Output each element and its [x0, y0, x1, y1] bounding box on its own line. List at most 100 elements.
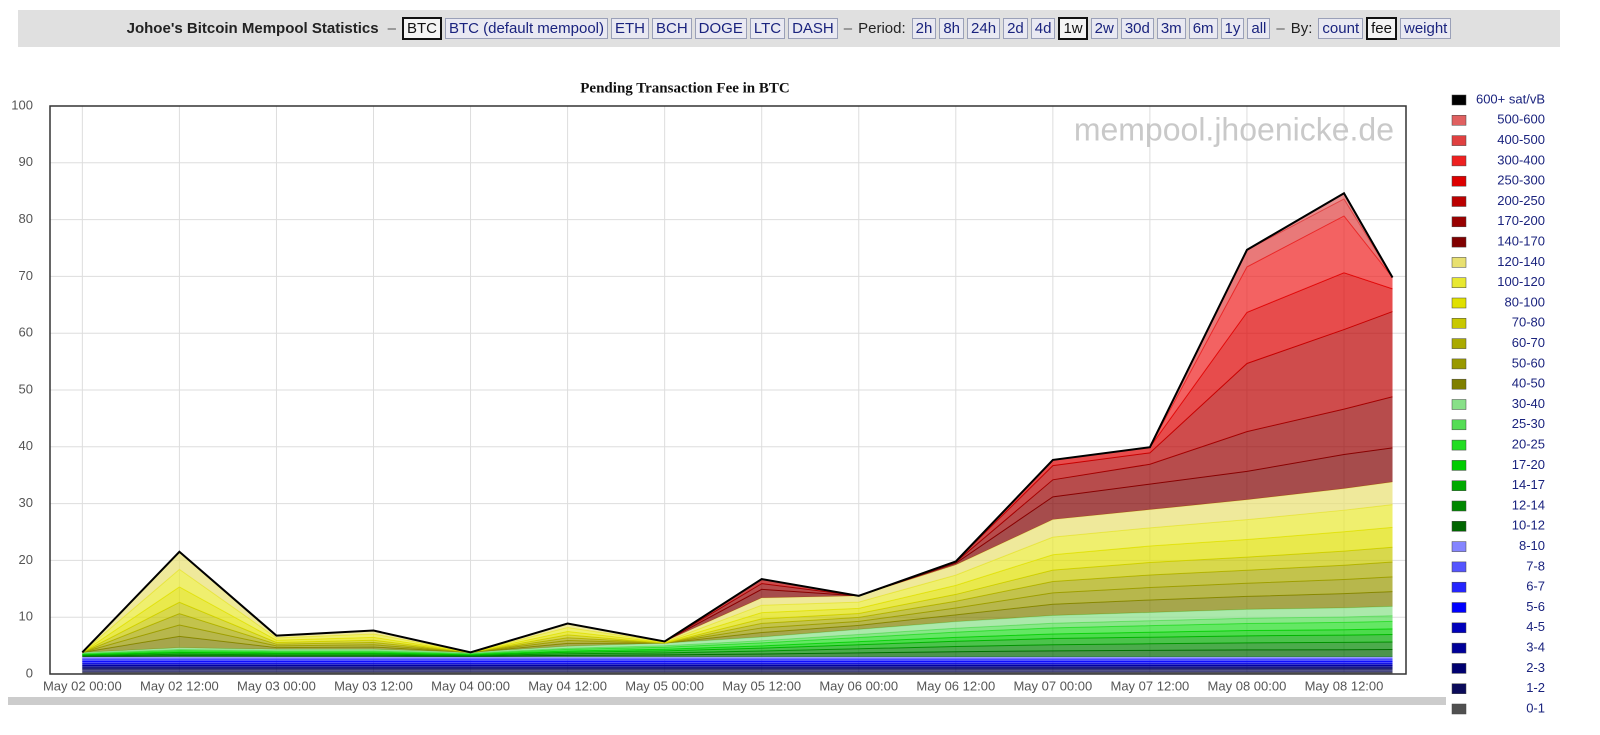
area [82, 615, 1393, 654]
separator: – [387, 20, 396, 37]
x-tick-label: May 06 12:00 [916, 678, 995, 693]
legend-label: 400-500 [1497, 132, 1545, 147]
periods-button[interactable]: 6m [1188, 18, 1218, 39]
legend-swatch [1451, 500, 1467, 512]
area [82, 562, 1393, 653]
area [82, 547, 1393, 653]
legend-swatch [1451, 622, 1467, 634]
legend-swatch [1451, 196, 1467, 207]
watermark: mempool.jhoenicke.de [1074, 111, 1394, 147]
legend-label: 3-4 [1526, 640, 1545, 655]
y-tick-label: 20 [19, 552, 33, 567]
legend-label: 40-50 [1512, 376, 1545, 391]
y-tick-label: 70 [19, 268, 33, 283]
periods-button[interactable]: 24h [967, 18, 1001, 39]
legend-label: 50-60 [1512, 355, 1545, 370]
legend-label: 14-17 [1512, 477, 1545, 492]
coins-button[interactable]: BTC (default mempool) [444, 18, 608, 39]
period-label: Period: [858, 20, 906, 37]
legend-swatch [1451, 642, 1467, 654]
legend-swatch [1451, 358, 1467, 370]
x-tick-label: May 04 00:00 [431, 678, 510, 693]
legend-label: 25-30 [1512, 416, 1545, 431]
legend-swatch [1451, 541, 1467, 552]
coins-button[interactable]: BTC [401, 17, 442, 40]
by-button[interactable]: weight [1399, 18, 1452, 39]
x-tick-label: May 02 00:00 [43, 678, 122, 693]
legend-label: 80-100 [1505, 294, 1545, 309]
periods-button[interactable]: 3m [1156, 18, 1186, 39]
periods-button[interactable]: 2d [1003, 18, 1028, 39]
y-tick-label: 80 [19, 211, 33, 226]
area [82, 481, 1393, 653]
periods-button[interactable]: 1w [1058, 17, 1088, 40]
legend-label: 120-140 [1497, 254, 1545, 269]
periods-button[interactable]: 4d [1030, 18, 1056, 39]
area [82, 504, 1393, 653]
area [82, 527, 1393, 653]
legend-label: 200-250 [1497, 193, 1545, 208]
legend-label: 140-170 [1497, 234, 1545, 249]
legend-swatch [1451, 581, 1467, 593]
legend-swatch [1451, 460, 1467, 471]
coins-button[interactable]: BCH [652, 18, 692, 39]
x-tick-label: May 05 12:00 [722, 678, 801, 693]
x-tick-label: May 05 00:00 [625, 678, 704, 693]
y-tick-label: 30 [19, 495, 33, 510]
area [82, 606, 1393, 654]
periods-button[interactable]: 30d [1120, 18, 1154, 39]
legend-label: 7-8 [1526, 558, 1545, 573]
legend-label: 12-14 [1512, 497, 1545, 512]
coins-button[interactable]: LTC [749, 18, 786, 39]
area [82, 576, 1393, 653]
legend-swatch [1451, 318, 1467, 329]
legend-label: 1-2 [1526, 680, 1545, 695]
area [82, 396, 1393, 653]
periods-button[interactable]: 1y [1220, 18, 1245, 39]
legend-swatch [1451, 135, 1467, 146]
legend-swatch [1451, 399, 1467, 410]
periods-button[interactable]: 2w [1090, 18, 1118, 39]
by-button[interactable]: fee [1366, 17, 1397, 40]
legend-swatch [1451, 155, 1467, 167]
legend-swatch [1451, 703, 1467, 715]
legend-label: 17-20 [1512, 457, 1545, 472]
coins-button[interactable]: DASH [788, 18, 838, 39]
area-edge [81, 191, 1394, 654]
legend-swatch [1451, 521, 1467, 532]
legend-swatch [1451, 175, 1467, 187]
area [82, 668, 1393, 673]
y-tick-label: 100 [11, 97, 33, 112]
area [82, 198, 1393, 653]
periods-button[interactable]: all [1247, 18, 1271, 39]
legend-label: 0-1 [1526, 700, 1545, 715]
legend-label: 250-300 [1497, 173, 1545, 188]
by-label: By: [1290, 20, 1313, 37]
legend-swatch [1451, 338, 1467, 349]
legend-label: 10-12 [1512, 518, 1545, 533]
plot-frame [49, 105, 1407, 675]
area [82, 272, 1393, 653]
periods-button[interactable]: 2h [911, 18, 937, 39]
x-tick-label: May 07 00:00 [1013, 678, 1092, 693]
x-tick-label: May 07 12:00 [1111, 678, 1190, 693]
periods-button[interactable]: 8h [939, 18, 965, 39]
legend-label: 6-7 [1526, 579, 1545, 594]
y-tick-label: 10 [19, 609, 33, 624]
legend-label: 2-3 [1526, 660, 1545, 675]
legend-label: 60-70 [1512, 335, 1545, 350]
legend-swatch [1451, 297, 1467, 309]
legend-swatch [1451, 439, 1467, 451]
y-tick-label: 50 [19, 381, 33, 396]
area [82, 591, 1393, 653]
coins-button[interactable]: DOGE [694, 18, 747, 39]
x-tick-label: May 04 12:00 [528, 678, 607, 693]
by-button[interactable]: count [1318, 18, 1364, 39]
scrollbar [8, 697, 1446, 705]
y-tick-label: 40 [19, 438, 33, 453]
legend-label: 20-25 [1512, 437, 1545, 452]
legend-swatch [1451, 419, 1467, 431]
coins-button[interactable]: ETH [611, 18, 649, 39]
x-tick-label: May 08 00:00 [1208, 678, 1287, 693]
x-tick-label: May 03 00:00 [237, 678, 316, 693]
